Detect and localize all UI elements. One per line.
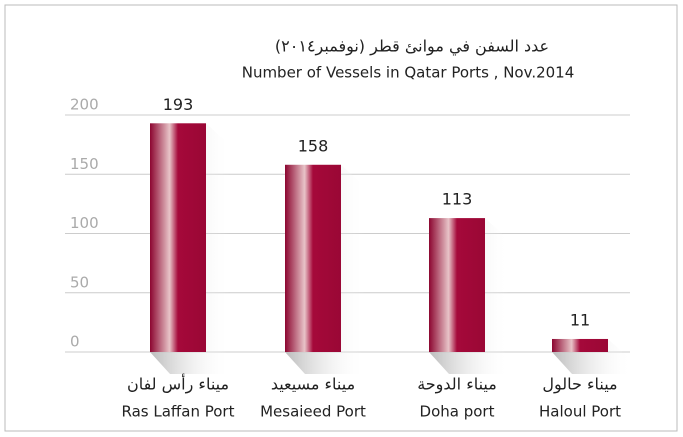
bar (285, 164, 341, 352)
value-label: 113 (442, 190, 473, 209)
value-label: 193 (163, 95, 194, 114)
x-tick-label: Ras Laffan Port (122, 403, 235, 421)
chart-title: عدد السفن في موانئ قطر (نوفمبر٢٠١٤) (275, 37, 549, 57)
y-tick-label: 100 (70, 214, 99, 232)
x-tick-label-arabic: ميناء الدوحة (417, 375, 497, 395)
y-tick-label: 50 (70, 273, 89, 291)
y-tick-label: 150 (70, 155, 99, 173)
bar (552, 338, 608, 352)
value-label: 158 (298, 136, 329, 155)
bar (150, 123, 206, 352)
bar (429, 218, 485, 352)
y-tick-label: 0 (70, 333, 80, 351)
chart-subtitle: Number of Vessels in Qatar Ports , Nov.2… (242, 64, 575, 82)
x-tick-label: Haloul Port (539, 403, 621, 421)
x-tick-label-arabic: ميناء مسيعيد (271, 375, 355, 394)
value-label: 11 (570, 310, 590, 329)
x-tick-label-arabic: ميناء رأس لفان (127, 374, 229, 395)
x-tick-label-arabic: ميناء حالول (542, 375, 617, 395)
y-tick-label: 200 (70, 96, 99, 114)
x-tick-label: Doha port (420, 403, 495, 421)
frame (4, 4, 678, 432)
x-tick-label: Mesaieed Port (260, 403, 366, 421)
